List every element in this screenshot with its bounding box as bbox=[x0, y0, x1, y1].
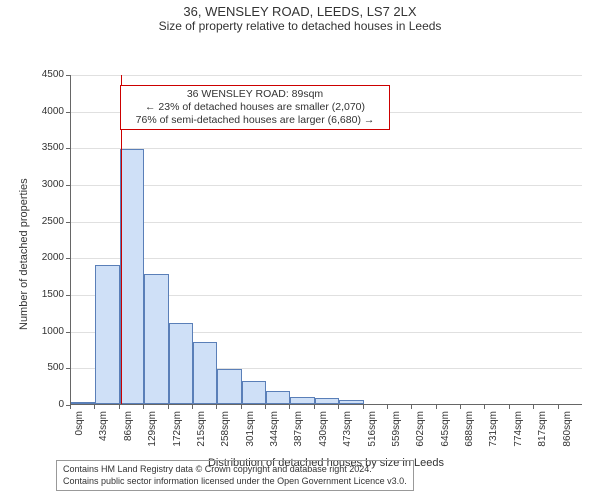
x-tick-label: 645sqm bbox=[440, 411, 451, 451]
x-tick-label: 215sqm bbox=[196, 411, 207, 451]
annotation-box: 36 WENSLEY ROAD: 89sqm← 23% of detached … bbox=[120, 85, 390, 130]
x-tick bbox=[192, 405, 193, 409]
annotation-line: 36 WENSLEY ROAD: 89sqm bbox=[125, 88, 385, 101]
y-tick bbox=[66, 112, 70, 113]
histogram-bar bbox=[169, 323, 193, 404]
x-tick-label: 473sqm bbox=[342, 411, 353, 451]
histogram-bar bbox=[242, 381, 266, 404]
x-tick bbox=[70, 405, 71, 409]
y-tick bbox=[66, 75, 70, 76]
histogram-bar bbox=[339, 400, 363, 404]
x-tick-label: 258sqm bbox=[220, 411, 231, 451]
histogram-bar bbox=[266, 391, 290, 404]
y-tick-label: 3000 bbox=[30, 179, 64, 190]
histogram-bar bbox=[120, 149, 144, 404]
x-tick-label: 731sqm bbox=[488, 411, 499, 451]
x-tick-label: 86sqm bbox=[123, 411, 134, 451]
y-tick bbox=[66, 295, 70, 296]
histogram-bar bbox=[95, 265, 119, 404]
gridline bbox=[71, 185, 582, 186]
x-tick-label: 387sqm bbox=[293, 411, 304, 451]
histogram-bar bbox=[290, 397, 314, 404]
x-tick bbox=[460, 405, 461, 409]
x-tick bbox=[436, 405, 437, 409]
x-tick-label: 344sqm bbox=[269, 411, 280, 451]
y-tick-label: 1500 bbox=[30, 289, 64, 300]
x-tick-label: 172sqm bbox=[172, 411, 183, 451]
gridline bbox=[71, 222, 582, 223]
x-tick-label: 688sqm bbox=[464, 411, 475, 451]
x-tick bbox=[363, 405, 364, 409]
chart-area: Number of detached properties Distributi… bbox=[0, 33, 600, 453]
x-tick-label: 0sqm bbox=[74, 411, 85, 451]
x-tick-label: 129sqm bbox=[147, 411, 158, 451]
y-tick-label: 1000 bbox=[30, 326, 64, 337]
x-tick bbox=[558, 405, 559, 409]
annotation-line: 76% of semi-detached houses are larger (… bbox=[125, 114, 385, 127]
x-tick bbox=[216, 405, 217, 409]
x-tick-label: 43sqm bbox=[98, 411, 109, 451]
x-tick bbox=[265, 405, 266, 409]
x-tick-label: 860sqm bbox=[562, 411, 573, 451]
x-tick bbox=[168, 405, 169, 409]
y-tick-label: 0 bbox=[30, 399, 64, 410]
y-tick bbox=[66, 222, 70, 223]
x-tick bbox=[241, 405, 242, 409]
x-tick bbox=[119, 405, 120, 409]
x-tick bbox=[289, 405, 290, 409]
x-tick bbox=[94, 405, 95, 409]
histogram-bar bbox=[71, 402, 95, 404]
x-tick bbox=[509, 405, 510, 409]
footer-attribution: Contains HM Land Registry data © Crown c… bbox=[56, 460, 414, 491]
y-tick bbox=[66, 368, 70, 369]
histogram-bar bbox=[144, 274, 168, 404]
x-tick-label: 817sqm bbox=[537, 411, 548, 451]
y-tick bbox=[66, 332, 70, 333]
histogram-bar bbox=[193, 342, 217, 404]
y-tick-label: 2000 bbox=[30, 252, 64, 263]
footer-line: Contains HM Land Registry data © Crown c… bbox=[63, 464, 407, 476]
x-tick-label: 516sqm bbox=[367, 411, 378, 451]
gridline bbox=[71, 258, 582, 259]
x-tick-label: 602sqm bbox=[415, 411, 426, 451]
y-tick bbox=[66, 258, 70, 259]
x-tick bbox=[314, 405, 315, 409]
x-tick-label: 774sqm bbox=[513, 411, 524, 451]
y-tick-label: 500 bbox=[30, 362, 64, 373]
y-tick-label: 2500 bbox=[30, 216, 64, 227]
y-tick-label: 3500 bbox=[30, 142, 64, 153]
chart-title-main: 36, WENSLEY ROAD, LEEDS, LS7 2LX bbox=[0, 4, 600, 19]
gridline bbox=[71, 75, 582, 76]
histogram-bar bbox=[217, 369, 241, 404]
y-tick-label: 4500 bbox=[30, 69, 64, 80]
x-tick-label: 559sqm bbox=[391, 411, 402, 451]
x-tick bbox=[411, 405, 412, 409]
chart-title-sub: Size of property relative to detached ho… bbox=[0, 19, 600, 33]
y-tick-label: 4000 bbox=[30, 106, 64, 117]
histogram-bar bbox=[315, 398, 339, 404]
x-tick bbox=[533, 405, 534, 409]
x-tick-label: 430sqm bbox=[318, 411, 329, 451]
footer-line: Contains public sector information licen… bbox=[63, 476, 407, 488]
y-tick bbox=[66, 185, 70, 186]
y-axis-label: Number of detached properties bbox=[18, 178, 30, 330]
annotation-line: ← 23% of detached houses are smaller (2,… bbox=[125, 101, 385, 114]
y-tick bbox=[66, 148, 70, 149]
x-tick bbox=[484, 405, 485, 409]
x-tick bbox=[387, 405, 388, 409]
x-tick-label: 301sqm bbox=[245, 411, 256, 451]
x-tick bbox=[338, 405, 339, 409]
gridline bbox=[71, 148, 582, 149]
x-tick bbox=[143, 405, 144, 409]
